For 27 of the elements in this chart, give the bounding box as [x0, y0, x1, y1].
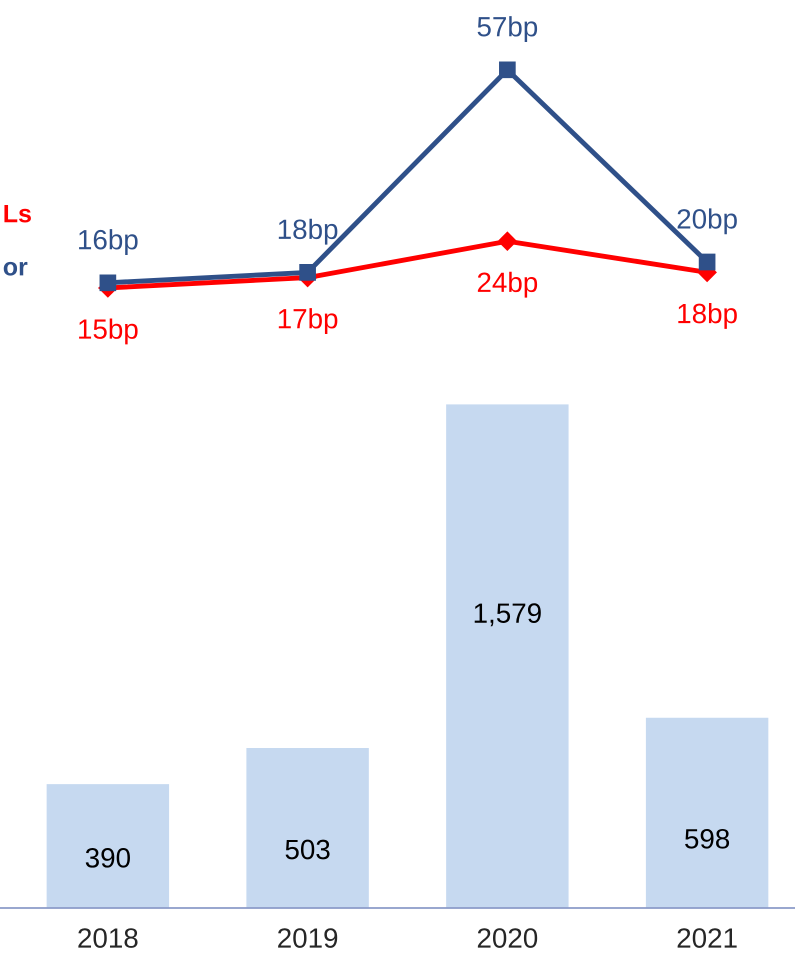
data-label: 503	[286, 840, 330, 860]
x-tick-label: 2021	[678, 928, 737, 948]
point	[499, 61, 516, 78]
bar	[244, 746, 370, 908]
bar	[444, 402, 570, 908]
data-label: 17bp	[278, 308, 338, 334]
data-label: 18bp	[678, 302, 737, 329]
data-label: 598	[685, 828, 730, 849]
data-label: 1,579	[474, 603, 541, 626]
bar	[644, 716, 770, 908]
x-tick-label: 2019	[278, 928, 338, 948]
data-label: 20bp	[678, 208, 737, 234]
bar	[45, 782, 170, 908]
point	[100, 274, 116, 292]
data-label: 390	[86, 848, 130, 868]
point	[498, 231, 518, 252]
data-label: 16bp	[79, 229, 138, 256]
point	[698, 254, 716, 270]
data-label: 18bp	[278, 218, 338, 245]
x-tick-label: 2018	[78, 928, 138, 948]
data-label: 15bp	[79, 318, 138, 344]
data-label: 57bp	[478, 16, 538, 42]
data-label: 24bp	[478, 272, 538, 298]
text: or	[4, 262, 28, 276]
point	[299, 264, 316, 281]
x-tick-label: 2020	[478, 928, 538, 948]
text: Ls	[4, 205, 31, 222]
